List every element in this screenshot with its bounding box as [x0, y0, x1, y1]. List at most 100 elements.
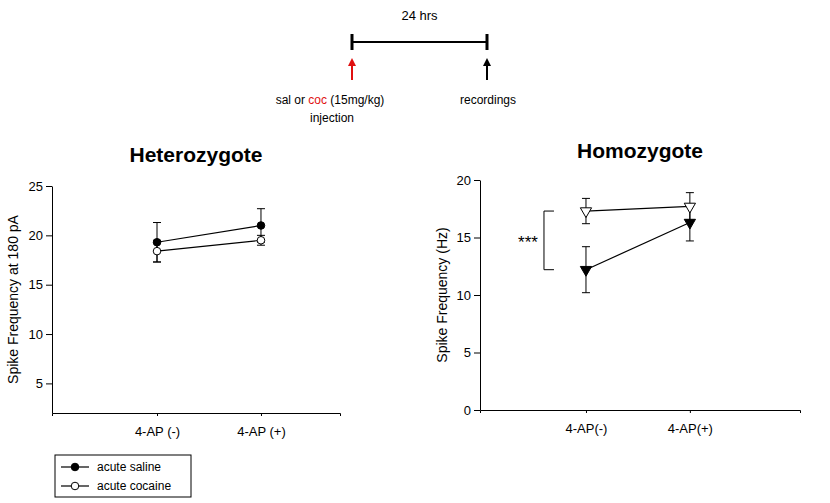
legend-marker: [71, 482, 79, 490]
y-tick: 15: [29, 277, 52, 292]
error-cap: [582, 246, 590, 247]
error-cap: [153, 240, 161, 241]
injection-label-part: (15mg/kg): [327, 93, 384, 107]
y-tick-label: 25: [29, 179, 43, 194]
plot-area: [580, 193, 695, 293]
y-tick: 10: [29, 327, 52, 342]
y-axis: 0 5 10 15 20: [457, 173, 481, 418]
injection-arrow: [351, 64, 353, 80]
y-tick-mark: [46, 235, 52, 236]
y-tick: 20: [29, 228, 52, 243]
y-axis: 5 10 15 20 25: [29, 179, 53, 414]
y-axis-title: Spike Frequency at 180 pA: [5, 214, 21, 384]
marker: [153, 247, 161, 255]
error-bar: [153, 223, 161, 262]
x-tick-label: 4-AP(-): [566, 421, 608, 436]
recording-arrow: [486, 64, 488, 80]
error-cap: [686, 240, 694, 241]
recording-label: recordings: [460, 93, 516, 107]
error-line: [157, 223, 158, 262]
x-tick-label: 4-AP (-): [135, 424, 180, 439]
significance-label: ***: [518, 233, 538, 252]
error-cap: [582, 198, 590, 199]
marker: [257, 222, 265, 230]
chart: Heterozygote 5 10 15 20 25 Spike Frequency at …: [5, 143, 341, 439]
y-tick-label: 10: [29, 327, 43, 342]
chart: Homozygote 0 5 10 15 20 Spike Frequency (Hz) 4-…: [434, 139, 801, 436]
axis-line: [52, 187, 53, 414]
y-tick: 25: [29, 179, 52, 194]
x-tick-label: 4-AP(+): [668, 421, 713, 436]
chart-title: Homozygote: [577, 139, 703, 162]
y-tick-mark: [46, 285, 52, 286]
x-tick: 4-AP(+): [668, 410, 713, 436]
error-bar: [153, 240, 161, 262]
marker: [684, 219, 695, 229]
x-tick-label: 4-AP (+): [237, 424, 286, 439]
x-axis: 4-AP (-) 4-AP (+): [53, 413, 341, 439]
y-tick-label: 0: [464, 403, 471, 418]
figure: 24 hrs sal or coc (15mg/kg) injection recor…: [0, 0, 830, 503]
error-cap: [686, 192, 694, 193]
error-bar: [257, 235, 265, 245]
legend-label: acute saline: [97, 460, 161, 474]
legend-box: [55, 455, 191, 497]
y-tick: 5: [464, 345, 480, 360]
injection-arrow-head: [348, 58, 356, 66]
axis-line: [480, 181, 481, 411]
y-tick-label: 15: [457, 230, 471, 245]
y-tick-label: 5: [464, 345, 471, 360]
y-tick-mark: [46, 383, 52, 384]
legend-label: acute cocaine: [97, 479, 171, 493]
y-tick: 10: [457, 288, 480, 303]
series: [580, 204, 695, 293]
x-axis: 4-AP(-) 4-AP(+): [481, 410, 801, 436]
timeline: 24 hrs sal or coc (15mg/kg) injection recor…: [276, 8, 516, 125]
legend-marker: [71, 463, 79, 471]
y-axis-title: Spike Frequency (Hz): [434, 227, 450, 362]
series: [153, 209, 265, 262]
y-tick: 15: [457, 230, 480, 245]
timeline-end: [486, 34, 489, 50]
series-line: [157, 225, 261, 242]
x-tick: 4-AP (-): [135, 413, 180, 439]
y-tick-label: 15: [29, 277, 43, 292]
y-tick-mark: [474, 180, 480, 181]
timeline-bar: [352, 41, 487, 43]
y-tick-mark: [46, 186, 52, 187]
series-line: [586, 223, 690, 270]
significance-bracket: [544, 211, 554, 270]
plot-area: [153, 209, 265, 262]
marker: [580, 266, 591, 276]
marker: [580, 208, 591, 218]
chart-title: Heterozygote: [129, 143, 262, 166]
y-tick-mark: [474, 353, 480, 354]
series: [580, 193, 695, 224]
series-line: [586, 206, 690, 211]
series: [153, 235, 265, 262]
y-tick-mark: [474, 410, 480, 411]
y-tick: 0: [464, 403, 480, 418]
y-tick-label: 10: [457, 288, 471, 303]
x-tick-mark: [157, 413, 158, 416]
error-cap: [257, 245, 265, 246]
error-cap: [153, 261, 161, 262]
injection-word: injection: [310, 111, 354, 125]
timeline-end: [351, 34, 354, 50]
x-tick-mark: [586, 410, 587, 413]
error-cap: [257, 235, 265, 236]
recording-arrow-head: [483, 58, 491, 66]
y-tick-mark: [474, 295, 480, 296]
injection-label-part: coc: [308, 93, 327, 107]
legend: acute saline acute cocaine: [55, 455, 191, 497]
y-tick-mark: [474, 238, 480, 239]
y-tick-label: 20: [29, 228, 43, 243]
y-tick-mark: [46, 334, 52, 335]
injection-label-part: sal or: [276, 93, 309, 107]
y-tick: 5: [36, 376, 52, 391]
timeline-interval: 24 hrs: [401, 8, 438, 23]
series-line: [157, 240, 261, 251]
axis-line: [481, 411, 801, 414]
y-tick: 20: [457, 173, 480, 188]
marker: [257, 236, 265, 244]
